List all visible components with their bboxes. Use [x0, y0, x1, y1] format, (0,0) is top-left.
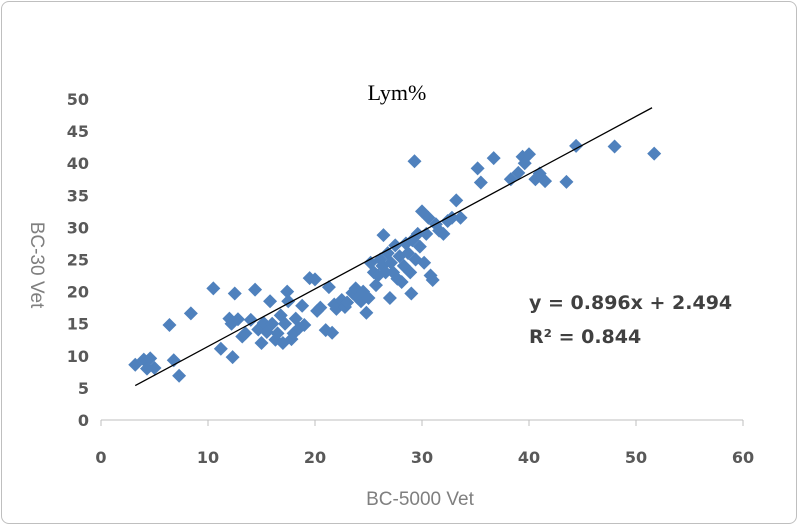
- x-axis-title: BC-5000 Vet: [366, 489, 474, 510]
- y-tick-label: 40: [67, 154, 89, 173]
- data-point: [436, 226, 451, 241]
- data-point: [368, 278, 383, 293]
- data-point: [243, 312, 258, 327]
- data-point: [147, 360, 162, 375]
- y-tick-label: 30: [67, 218, 89, 237]
- y-tick-label: 50: [67, 90, 89, 109]
- trendline: [134, 107, 653, 387]
- data-point: [166, 353, 181, 368]
- y-tick-label: 10: [67, 347, 89, 366]
- data-point: [470, 161, 485, 176]
- data-point: [449, 193, 464, 208]
- data-point: [225, 350, 240, 365]
- data-point: [265, 316, 280, 331]
- data-point: [569, 138, 584, 153]
- data-point: [383, 255, 398, 270]
- r-squared-label: R² = 0.844: [529, 326, 641, 348]
- data-point: [162, 317, 177, 332]
- data-point: [486, 151, 501, 166]
- data-point: [444, 210, 459, 225]
- data-point: [321, 280, 336, 295]
- data-point: [313, 300, 328, 315]
- data-point: [227, 286, 242, 301]
- data-point: [407, 154, 422, 169]
- trendline-equation: y = 0.896x + 2.494: [529, 292, 732, 314]
- data-point: [295, 298, 310, 313]
- x-tick-label: 20: [304, 448, 326, 467]
- x-tick-label: 50: [625, 448, 647, 467]
- data-point: [230, 312, 245, 327]
- data-point: [378, 265, 393, 280]
- data-point: [376, 228, 391, 243]
- data-point: [361, 291, 376, 306]
- data-point: [280, 284, 295, 299]
- y-tick-label: 25: [67, 251, 89, 270]
- data-point: [248, 282, 263, 297]
- data-point: [647, 146, 662, 161]
- data-point: [538, 174, 553, 189]
- data-point: [172, 368, 187, 383]
- data-point: [270, 326, 285, 341]
- x-axis-ticks: 0 10 20 30 40 50 60: [95, 420, 754, 467]
- data-point: [308, 272, 322, 287]
- data-point: [559, 174, 574, 189]
- data-point: [340, 295, 355, 310]
- y-tick-label: 20: [67, 283, 89, 302]
- y-tick-label: 0: [78, 411, 89, 430]
- data-point: [417, 255, 432, 270]
- x-tick-label: 30: [411, 448, 433, 467]
- data-point: [607, 139, 622, 154]
- data-point: [403, 265, 418, 280]
- data-point: [511, 165, 526, 180]
- x-tick-label: 10: [197, 448, 219, 467]
- data-point: [394, 274, 409, 289]
- data-point: [325, 325, 340, 340]
- data-point: [412, 239, 427, 254]
- y-axis-title: BC-30 Vet: [26, 222, 47, 309]
- x-tick-label: 60: [732, 448, 754, 467]
- data-point: [425, 273, 440, 288]
- data-point: [404, 286, 419, 301]
- chart-title: Lym%: [368, 80, 427, 105]
- data-point: [238, 326, 253, 341]
- data-point: [359, 305, 374, 320]
- data-point: [297, 317, 312, 332]
- data-point: [183, 306, 198, 321]
- data-point: [206, 281, 221, 296]
- y-axis-ticks: 0 5 10 15 20 25 30 35 40 45 50: [67, 90, 89, 430]
- data-point: [453, 210, 468, 225]
- data-points: [128, 138, 662, 383]
- y-tick-label: 45: [67, 122, 89, 141]
- data-point: [522, 147, 536, 162]
- x-tick-label: 0: [95, 448, 106, 467]
- data-point: [382, 291, 397, 306]
- y-tick-label: 35: [67, 186, 89, 205]
- data-point: [213, 341, 228, 356]
- y-tick-label: 15: [67, 315, 89, 334]
- data-point: [473, 175, 488, 190]
- data-point: [263, 294, 278, 309]
- data-point: [278, 316, 293, 331]
- x-tick-label: 40: [518, 448, 540, 467]
- data-point: [254, 335, 269, 350]
- y-tick-label: 5: [78, 379, 89, 398]
